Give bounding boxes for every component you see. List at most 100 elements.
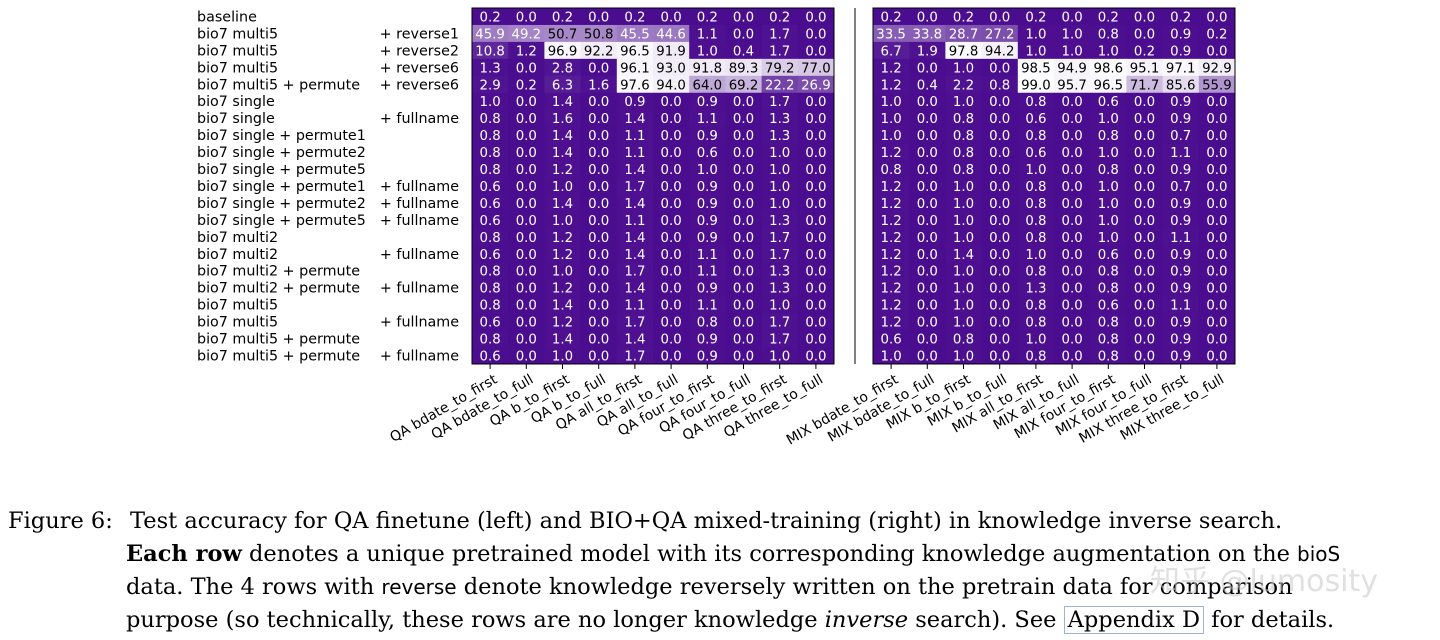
qa-value-label: 0.0 (733, 265, 754, 280)
qa-cell (761, 194, 799, 212)
mix-cell (981, 160, 1019, 178)
mix-value-label: 1.0 (953, 214, 974, 229)
mix-cell (1198, 143, 1236, 162)
qa-cell (580, 160, 618, 178)
qa-value-label: 0.0 (805, 231, 826, 246)
qa-value-label: 1.7 (769, 95, 790, 110)
mix-value-label: 1.0 (1098, 146, 1119, 161)
mix-cell (945, 41, 983, 60)
qa-cell (616, 228, 654, 246)
mix-cell (981, 262, 1019, 280)
mix-value-label: 0.0 (1134, 349, 1155, 364)
mix-cell (873, 330, 910, 348)
qa-cell (797, 92, 835, 111)
mix-value-label: 1.2 (881, 265, 902, 280)
mix-cell (1198, 41, 1236, 60)
mix-cell (873, 262, 910, 280)
mix-value-label: 6.7 (881, 44, 902, 59)
qa-cell (725, 143, 763, 162)
qa-cell (653, 143, 690, 162)
qa-value-label: 0.0 (588, 231, 609, 246)
mix-cell (909, 92, 946, 111)
mix-value-label: 0.0 (989, 265, 1010, 280)
mix-value-label: 0.0 (1206, 129, 1227, 144)
qa-cell (616, 8, 654, 26)
qa-value-label: 1.7 (624, 265, 645, 280)
mix-cell (1054, 92, 1091, 111)
mix-cell (1090, 330, 1127, 348)
mix-cell (1017, 211, 1055, 229)
mix-value-label: 1.0 (1025, 333, 1046, 348)
qa-cell (616, 296, 654, 314)
mix-cell (1198, 279, 1236, 297)
qa-cell (580, 262, 618, 280)
mix-cell (1017, 177, 1055, 195)
qa-value-label: 1.0 (480, 95, 501, 110)
row-suffix-16: + fullname (380, 281, 459, 297)
mix-cell (1017, 75, 1055, 94)
qa-cell (653, 41, 690, 60)
mix-value-label: 1.2 (881, 214, 902, 229)
mix-cell (945, 296, 983, 314)
qa-cell (472, 279, 509, 297)
mix-cell (981, 75, 1019, 94)
mix-cell (1090, 177, 1127, 195)
mix-value-label: 0.0 (989, 248, 1010, 263)
qa-cell (472, 211, 509, 229)
qa-value-label: 0.0 (733, 349, 754, 364)
mix-cell (1054, 109, 1091, 128)
qa-cell (472, 92, 509, 111)
qa-value-label: 0.0 (588, 95, 609, 110)
qa-cell (616, 41, 654, 60)
qa-cell (725, 109, 763, 128)
mix-cell (981, 92, 1019, 111)
mix-value-label: 1.2 (881, 282, 902, 297)
row-suffix-2: + reverse2 (380, 43, 459, 59)
mix-value-label: 0.0 (1206, 10, 1227, 25)
qa-value-label: 0.0 (588, 248, 609, 263)
mix-value-label: 0.0 (1062, 349, 1083, 364)
mix-value-label: 0.4 (917, 78, 938, 93)
qa-cell (797, 211, 835, 229)
mix-cell (1126, 211, 1164, 229)
mix-cell (1054, 245, 1091, 263)
qa-cell (472, 8, 509, 26)
qa-cell (689, 313, 726, 331)
qa-cell (689, 279, 726, 297)
qa-value-label: 0.0 (588, 61, 609, 76)
qa-value-label: 0.0 (733, 129, 754, 144)
mix-value-label: 0.0 (917, 10, 938, 25)
mix-cell (945, 109, 983, 128)
qa-cell (544, 211, 582, 229)
qa-value-label: 0.0 (661, 163, 682, 178)
qa-cell (653, 58, 690, 77)
qa-cell (580, 279, 618, 297)
mix-value-label: 0.0 (1206, 282, 1227, 297)
mix-value-label: 0.0 (1062, 299, 1083, 314)
mix-value-label: 0.0 (917, 299, 938, 314)
mix-value-label: 0.0 (1062, 316, 1083, 331)
appendix-d-link[interactable]: Appendix D (1063, 606, 1204, 634)
mix-cell (981, 313, 1019, 331)
mix-cell (1126, 75, 1164, 94)
mix-cell (945, 313, 983, 331)
qa-value-label: 1.4 (624, 231, 645, 246)
mix-value-label: 0.2 (1134, 44, 1155, 59)
mix-cell (1017, 41, 1055, 60)
qa-cell (689, 143, 726, 162)
mix-cell (945, 126, 983, 145)
mix-cell (1126, 109, 1164, 128)
mix-value-label: 0.0 (1062, 197, 1083, 212)
qa-value-label: 0.0 (805, 316, 826, 331)
qa-cell (797, 8, 835, 26)
qa-cell (508, 211, 545, 229)
mix-cell (873, 126, 910, 145)
qa-value-label: 10.8 (475, 44, 505, 59)
row-suffix-1: + reverse1 (380, 26, 459, 42)
qa-value-label: 0.0 (588, 214, 609, 229)
mix-cell (1162, 92, 1200, 111)
qa-cell (653, 279, 690, 297)
row-suffix-3: + reverse6 (380, 60, 459, 76)
qa-value-label: 0.0 (516, 333, 537, 348)
qa-value-label: 0.6 (480, 316, 501, 331)
